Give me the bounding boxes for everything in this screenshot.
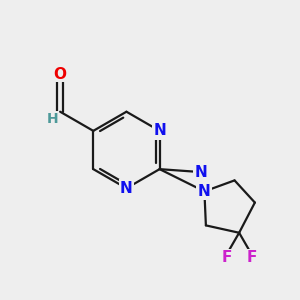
Text: N: N: [194, 165, 207, 180]
Text: F: F: [221, 250, 232, 265]
Text: N: N: [153, 123, 166, 138]
Text: O: O: [54, 67, 67, 82]
Text: F: F: [247, 250, 257, 265]
Text: H: H: [47, 112, 58, 126]
Text: N: N: [120, 181, 133, 196]
Text: N: N: [198, 184, 211, 199]
